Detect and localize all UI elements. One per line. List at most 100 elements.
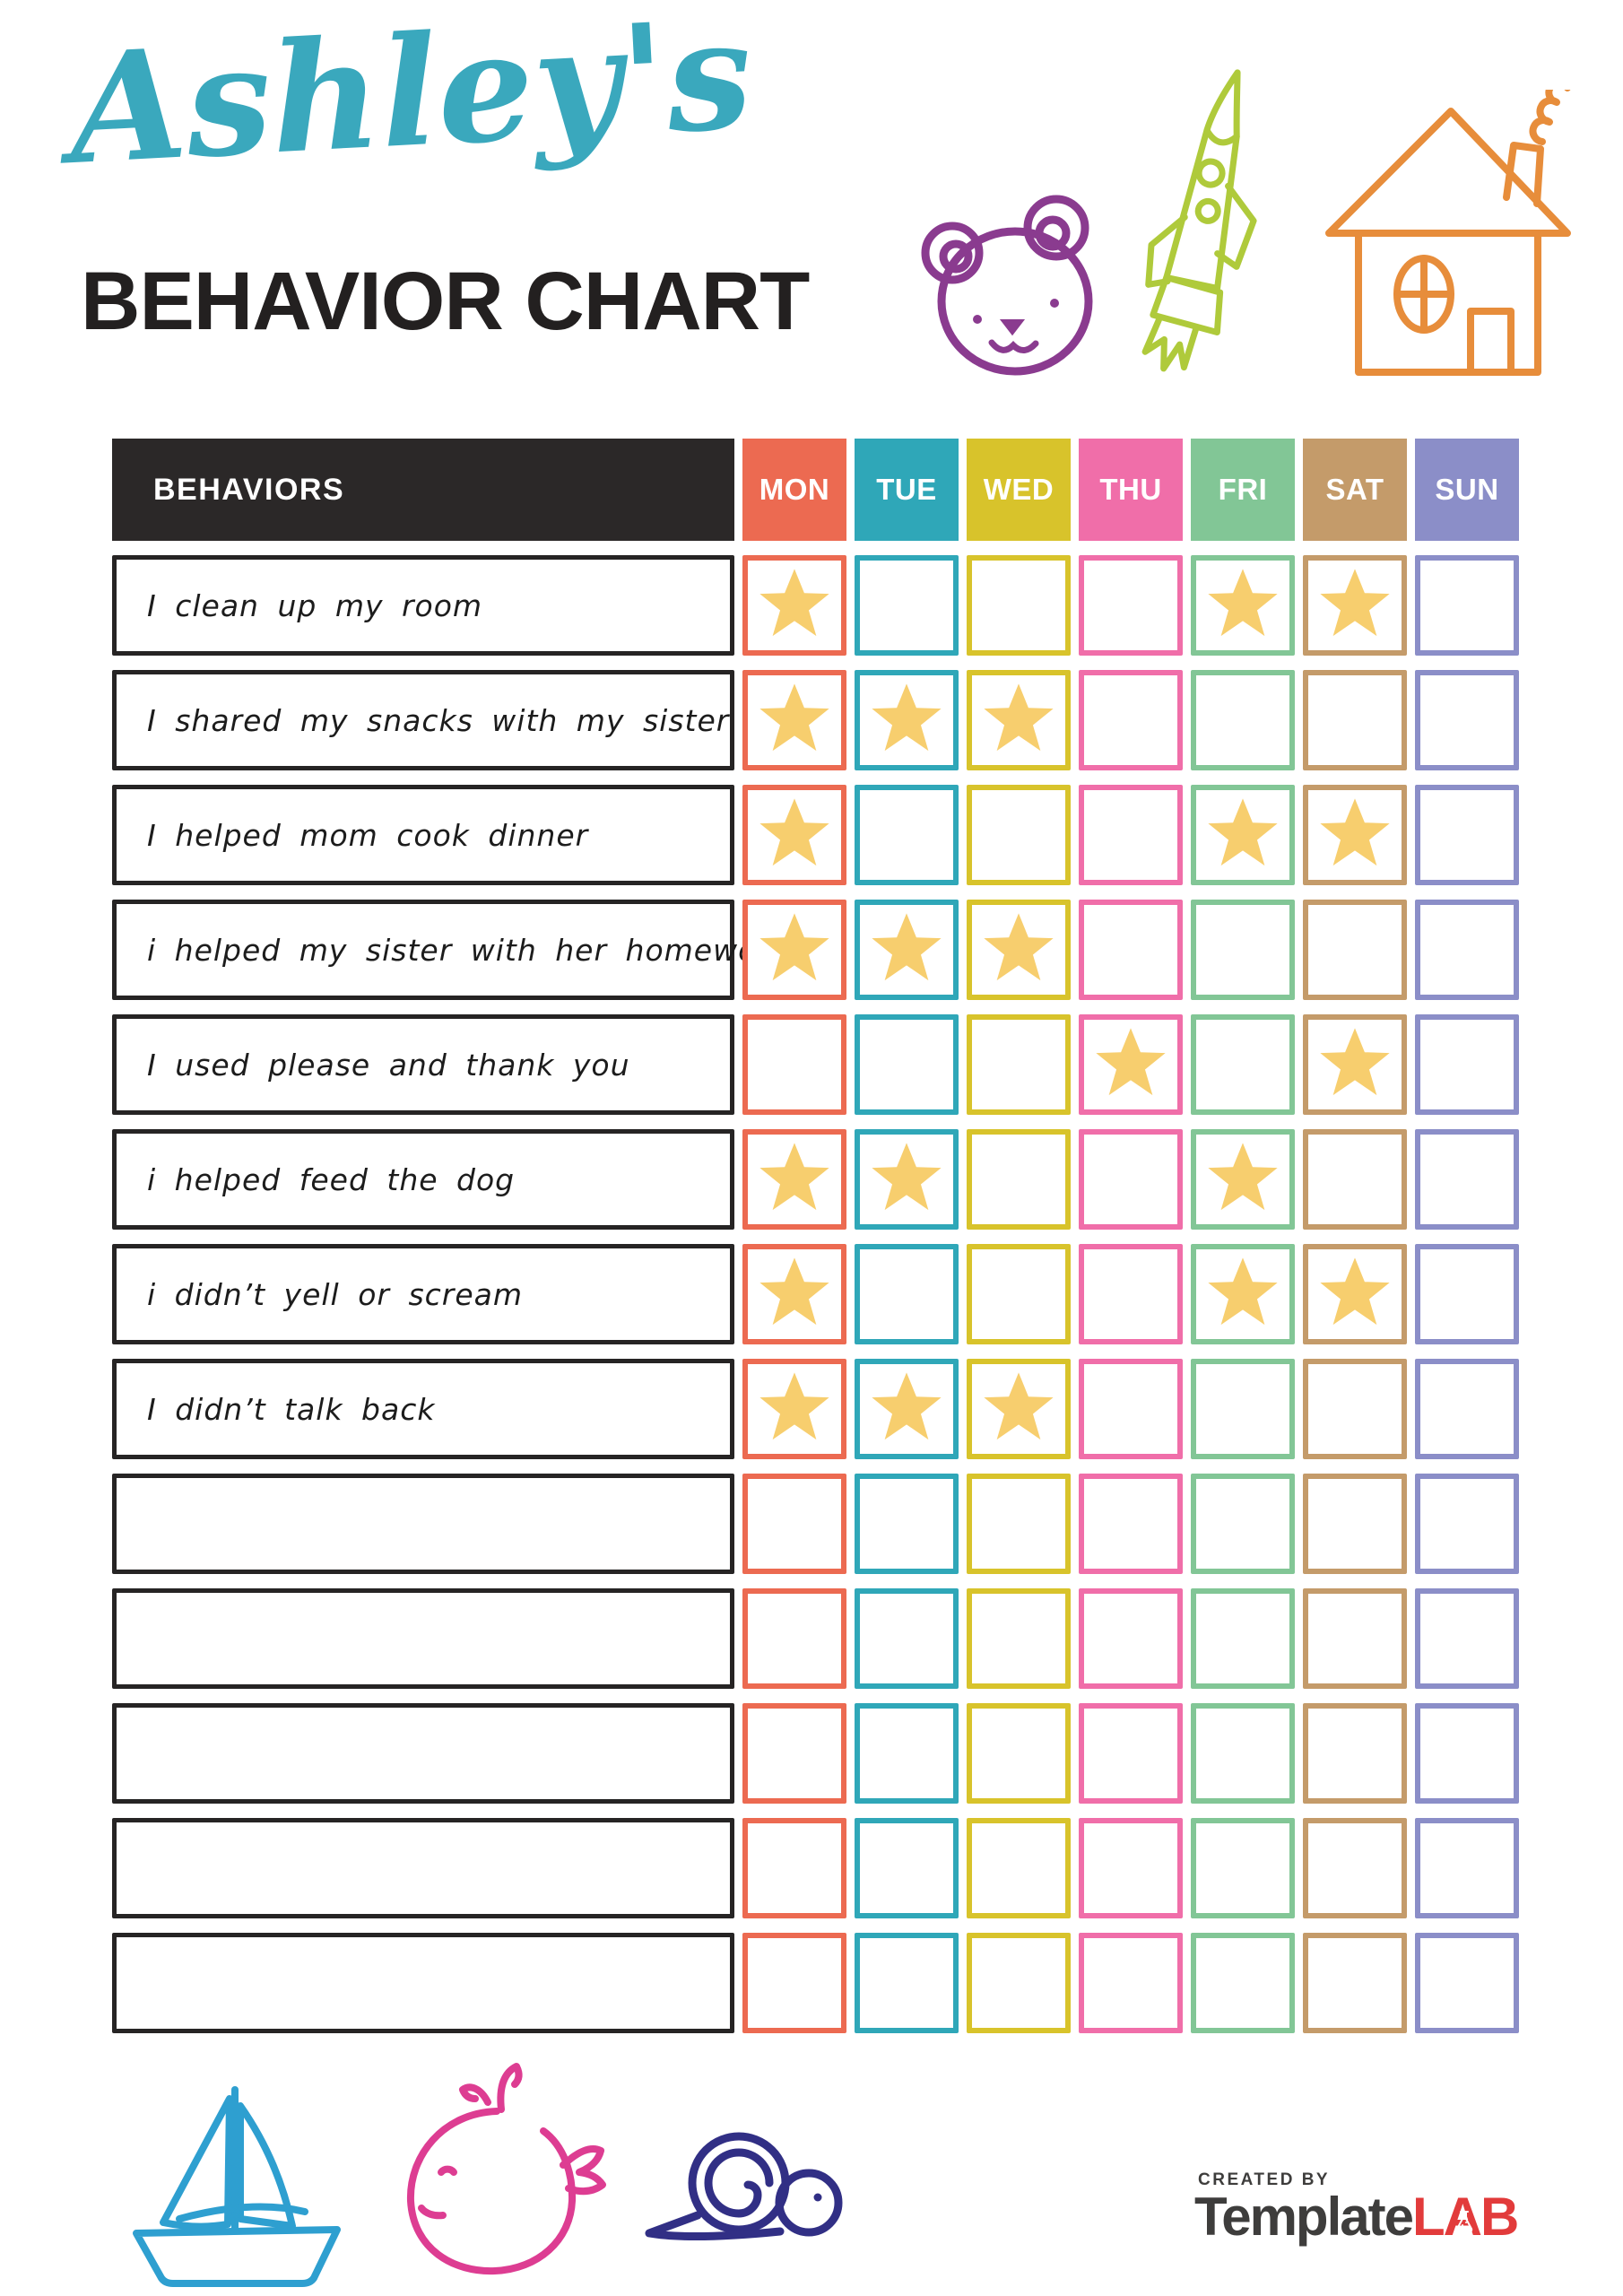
behavior-label-box[interactable]: I used please and thank you <box>112 1014 734 1115</box>
day-checkbox[interactable] <box>1415 1014 1519 1115</box>
day-checkbox[interactable] <box>1303 1588 1407 1689</box>
day-checkbox[interactable] <box>1303 1818 1407 1918</box>
day-checkbox[interactable] <box>742 1588 846 1689</box>
day-checkbox[interactable] <box>1191 900 1295 1000</box>
behavior-label-box[interactable] <box>112 1588 734 1689</box>
day-checkbox[interactable] <box>742 1933 846 2033</box>
day-checkbox[interactable] <box>742 1244 846 1344</box>
day-checkbox[interactable] <box>1303 900 1407 1000</box>
day-checkbox[interactable] <box>967 1129 1071 1230</box>
day-checkbox[interactable] <box>1415 1244 1519 1344</box>
day-checkbox[interactable] <box>1079 1359 1183 1459</box>
day-checkbox[interactable] <box>1079 1244 1183 1344</box>
day-checkbox[interactable] <box>742 670 846 770</box>
day-checkbox[interactable] <box>855 1359 959 1459</box>
day-checkbox[interactable] <box>1303 1703 1407 1804</box>
day-checkbox[interactable] <box>1191 555 1295 656</box>
day-checkbox[interactable] <box>1415 785 1519 885</box>
day-checkbox[interactable] <box>855 785 959 885</box>
day-checkbox[interactable] <box>742 1129 846 1230</box>
day-checkbox[interactable] <box>742 900 846 1000</box>
behavior-label-box[interactable]: I shared my snacks with my sister <box>112 670 734 770</box>
behavior-label-box[interactable]: i helped feed the dog <box>112 1129 734 1230</box>
day-checkbox[interactable] <box>855 555 959 656</box>
day-checkbox[interactable] <box>1191 1129 1295 1230</box>
day-checkbox[interactable] <box>742 1703 846 1804</box>
day-checkbox[interactable] <box>1191 1588 1295 1689</box>
behavior-label-box[interactable]: I clean up my room <box>112 555 734 656</box>
day-checkbox[interactable] <box>1191 1474 1295 1574</box>
day-checkbox[interactable] <box>1415 555 1519 656</box>
day-checkbox[interactable] <box>967 555 1071 656</box>
day-checkbox[interactable] <box>1303 1014 1407 1115</box>
day-checkbox[interactable] <box>1191 785 1295 885</box>
day-checkbox[interactable] <box>742 1014 846 1115</box>
behavior-label-box[interactable]: I didn’t talk back <box>112 1359 734 1459</box>
day-checkbox[interactable] <box>967 1244 1071 1344</box>
day-checkbox[interactable] <box>1191 670 1295 770</box>
day-checkbox[interactable] <box>742 555 846 656</box>
day-checkbox[interactable] <box>1415 1588 1519 1689</box>
day-checkbox[interactable] <box>855 1588 959 1689</box>
day-checkbox[interactable] <box>1079 1933 1183 2033</box>
day-checkbox[interactable] <box>855 900 959 1000</box>
day-checkbox[interactable] <box>1079 900 1183 1000</box>
behavior-label-box[interactable] <box>112 1703 734 1804</box>
behavior-label-box[interactable] <box>112 1474 734 1574</box>
day-checkbox[interactable] <box>1191 1818 1295 1918</box>
day-checkbox[interactable] <box>1415 1474 1519 1574</box>
day-checkbox[interactable] <box>967 1818 1071 1918</box>
day-checkbox[interactable] <box>967 670 1071 770</box>
day-checkbox[interactable] <box>1415 1359 1519 1459</box>
day-checkbox[interactable] <box>1415 1703 1519 1804</box>
day-checkbox[interactable] <box>1079 785 1183 885</box>
day-checkbox[interactable] <box>967 785 1071 885</box>
day-checkbox[interactable] <box>1079 1703 1183 1804</box>
day-checkbox[interactable] <box>1415 1129 1519 1230</box>
day-checkbox[interactable] <box>1303 1359 1407 1459</box>
day-checkbox[interactable] <box>1415 1933 1519 2033</box>
behavior-label-box[interactable]: i helped my sister with her homework <box>112 900 787 1000</box>
day-checkbox[interactable] <box>1079 1818 1183 1918</box>
day-checkbox[interactable] <box>967 1703 1071 1804</box>
day-checkbox[interactable] <box>1303 1129 1407 1230</box>
behavior-label-box[interactable] <box>112 1933 734 2033</box>
day-checkbox[interactable] <box>1079 555 1183 656</box>
day-checkbox[interactable] <box>1079 1129 1183 1230</box>
day-checkbox[interactable] <box>1079 1588 1183 1689</box>
day-checkbox[interactable] <box>855 1933 959 2033</box>
behavior-label-box[interactable]: i didn’t yell or scream <box>112 1244 734 1344</box>
day-checkbox[interactable] <box>1303 1933 1407 2033</box>
day-checkbox[interactable] <box>1303 785 1407 885</box>
day-checkbox[interactable] <box>1415 670 1519 770</box>
day-checkbox[interactable] <box>855 670 959 770</box>
day-checkbox[interactable] <box>967 1014 1071 1115</box>
day-checkbox[interactable] <box>1415 900 1519 1000</box>
day-checkbox[interactable] <box>1303 670 1407 770</box>
day-checkbox[interactable] <box>742 1474 846 1574</box>
day-checkbox[interactable] <box>1191 1014 1295 1115</box>
day-checkbox[interactable] <box>1191 1933 1295 2033</box>
day-checkbox[interactable] <box>1079 670 1183 770</box>
day-checkbox[interactable] <box>967 1359 1071 1459</box>
behavior-label-box[interactable]: I helped mom cook dinner <box>112 785 734 885</box>
day-checkbox[interactable] <box>855 1244 959 1344</box>
day-checkbox[interactable] <box>855 1703 959 1804</box>
day-checkbox[interactable] <box>742 785 846 885</box>
day-checkbox[interactable] <box>742 1818 846 1918</box>
day-checkbox[interactable] <box>1303 1244 1407 1344</box>
day-checkbox[interactable] <box>1303 555 1407 656</box>
day-checkbox[interactable] <box>1415 1818 1519 1918</box>
day-checkbox[interactable] <box>1191 1244 1295 1344</box>
day-checkbox[interactable] <box>855 1014 959 1115</box>
day-checkbox[interactable] <box>742 1359 846 1459</box>
day-checkbox[interactable] <box>967 1588 1071 1689</box>
day-checkbox[interactable] <box>855 1129 959 1230</box>
day-checkbox[interactable] <box>967 900 1071 1000</box>
day-checkbox[interactable] <box>855 1818 959 1918</box>
day-checkbox[interactable] <box>1079 1474 1183 1574</box>
day-checkbox[interactable] <box>1079 1014 1183 1115</box>
behavior-label-box[interactable] <box>112 1818 734 1918</box>
day-checkbox[interactable] <box>855 1474 959 1574</box>
day-checkbox[interactable] <box>967 1933 1071 2033</box>
